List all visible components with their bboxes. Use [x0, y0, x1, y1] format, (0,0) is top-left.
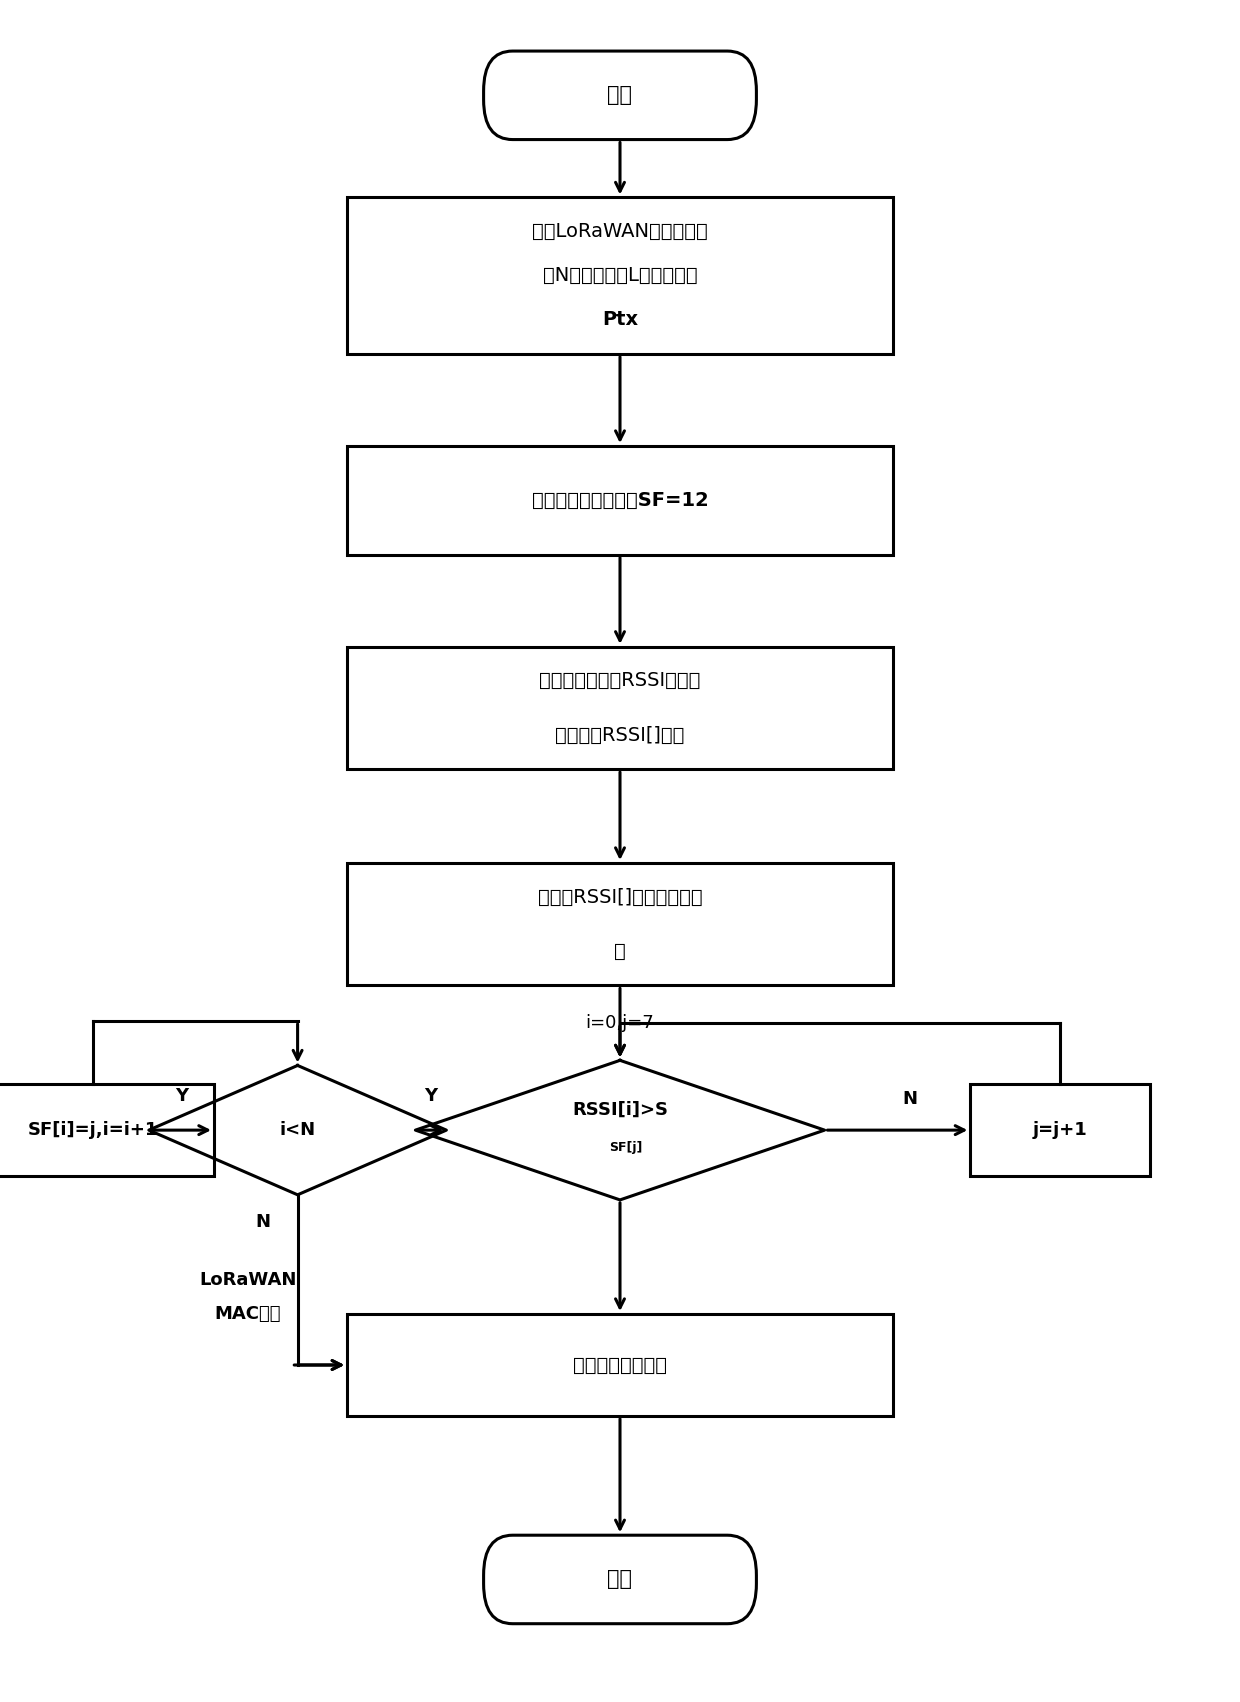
Bar: [347, 647, 893, 769]
Bar: [347, 446, 893, 555]
Text: N: N: [255, 1214, 270, 1231]
Text: 量N，数据长度L，传输功率: 量N，数据长度L，传输功率: [543, 266, 697, 286]
Text: i=0,j=7: i=0,j=7: [585, 1014, 655, 1031]
Text: 对集合RSSI[]进行非递增排: 对集合RSSI[]进行非递增排: [538, 887, 702, 907]
Text: 结束: 结束: [608, 1569, 632, 1590]
Bar: [347, 1314, 893, 1416]
Bar: [347, 863, 893, 985]
Text: 初始化节点扩频因子SF=12: 初始化节点扩频因子SF=12: [532, 490, 708, 511]
Text: SF[j]: SF[j]: [610, 1140, 642, 1154]
Text: Y: Y: [424, 1088, 438, 1105]
Polygon shape: [415, 1060, 825, 1200]
Text: 获得LoRaWAN网络节点数: 获得LoRaWAN网络节点数: [532, 221, 708, 242]
Text: i<N: i<N: [279, 1122, 316, 1139]
Text: Ptx: Ptx: [601, 310, 639, 330]
Text: Y: Y: [175, 1088, 188, 1105]
FancyBboxPatch shape: [484, 51, 756, 140]
Bar: [0, 1084, 215, 1176]
Text: 放入集合RSSI[]中。: 放入集合RSSI[]中。: [556, 725, 684, 745]
Text: 设置节点扩频因子: 设置节点扩频因子: [573, 1355, 667, 1375]
Text: MAC协议: MAC协议: [215, 1305, 281, 1322]
Polygon shape: [149, 1065, 446, 1195]
Text: LoRaWAN: LoRaWAN: [200, 1271, 296, 1288]
Text: RSSI[i]>S: RSSI[i]>S: [572, 1101, 668, 1118]
Text: 网关收集节点的RSSI值，并: 网关收集节点的RSSI值，并: [539, 671, 701, 691]
Text: j=j+1: j=j+1: [1033, 1122, 1087, 1139]
Bar: [970, 1084, 1149, 1176]
Text: 序: 序: [614, 941, 626, 962]
Text: SF[i]=j,i=i+1: SF[i]=j,i=i+1: [27, 1122, 159, 1139]
Text: N: N: [903, 1091, 918, 1108]
FancyBboxPatch shape: [484, 1535, 756, 1624]
Bar: [347, 197, 893, 354]
Text: 开始: 开始: [608, 85, 632, 106]
